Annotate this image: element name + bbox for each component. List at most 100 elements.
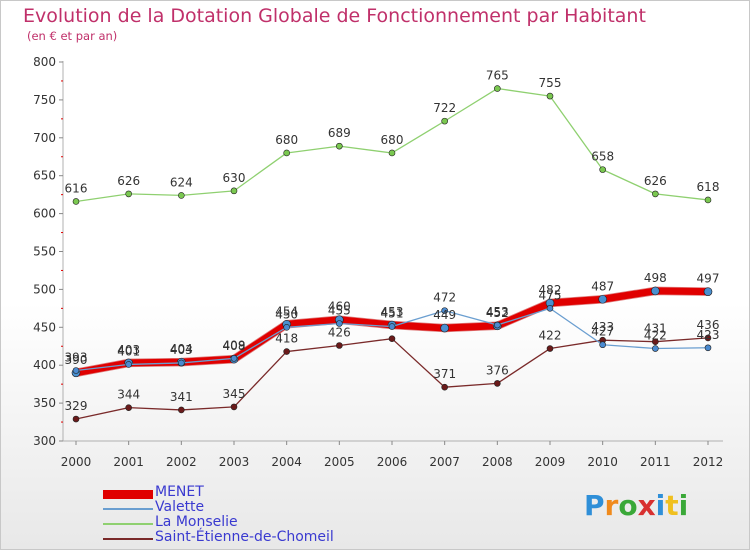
data-label: 658 bbox=[591, 150, 614, 164]
data-point bbox=[283, 323, 290, 331]
x-tick-label: 2008 bbox=[482, 455, 513, 469]
legend-item: MENET bbox=[103, 484, 363, 502]
data-label: 404 bbox=[170, 342, 193, 356]
proxiti-logo: Proxiti bbox=[584, 489, 688, 522]
data-point bbox=[652, 345, 659, 352]
logo-letter: x bbox=[637, 489, 656, 522]
data-label: 472 bbox=[433, 291, 456, 305]
data-label: 376 bbox=[486, 363, 509, 377]
legend-item: La Monselie bbox=[103, 514, 363, 532]
data-point bbox=[441, 117, 448, 125]
logo-letter: P bbox=[584, 489, 605, 522]
legend-swatch bbox=[103, 508, 153, 510]
chart-subtitle: (en € et par an) bbox=[27, 29, 118, 43]
data-point bbox=[336, 142, 343, 150]
data-point bbox=[704, 344, 712, 352]
x-tick-label: 2012 bbox=[693, 455, 724, 469]
data-label: 626 bbox=[644, 174, 667, 188]
data-label: 436 bbox=[697, 318, 720, 332]
data-label: 408 bbox=[223, 339, 246, 353]
data-label: 487 bbox=[591, 279, 614, 293]
data-point bbox=[652, 338, 659, 346]
data-label: 680 bbox=[275, 133, 298, 147]
data-label: 341 bbox=[170, 390, 193, 404]
x-tick-label: 2010 bbox=[587, 455, 618, 469]
data-label: 624 bbox=[170, 175, 193, 189]
y-tick-label: 750 bbox=[33, 93, 56, 107]
data-point bbox=[652, 190, 659, 198]
data-point bbox=[72, 415, 80, 423]
data-label: 393 bbox=[65, 351, 88, 365]
data-label: 618 bbox=[697, 180, 720, 194]
data-label: 390 bbox=[65, 353, 88, 367]
data-label: 630 bbox=[223, 171, 246, 185]
x-tick-label: 2006 bbox=[377, 455, 408, 469]
data-point bbox=[388, 149, 396, 157]
data-label: 451 bbox=[381, 307, 404, 321]
data-point bbox=[336, 320, 343, 327]
logo-letter: i bbox=[678, 489, 689, 522]
x-tick-label: 2007 bbox=[429, 455, 460, 469]
data-point bbox=[283, 348, 290, 355]
data-point bbox=[651, 286, 660, 296]
data-point bbox=[388, 323, 396, 330]
logo-letter: r bbox=[604, 489, 619, 522]
data-label: 329 bbox=[65, 399, 88, 413]
data-label: 475 bbox=[539, 288, 562, 302]
data-label: 454 bbox=[275, 304, 298, 318]
line-chart: 300 350 400 450 500 550 600 650 700 750 800 2000 200… bbox=[33, 55, 724, 469]
data-label: 482 bbox=[539, 283, 562, 297]
data-label: 453 bbox=[381, 305, 404, 319]
y-tick-label: 600 bbox=[33, 207, 56, 221]
data-label: 453 bbox=[486, 305, 509, 319]
data-point bbox=[494, 380, 501, 387]
x-tick-label: 2000 bbox=[61, 455, 92, 469]
data-point bbox=[546, 92, 554, 100]
y-tick-label: 650 bbox=[33, 169, 56, 183]
data-label: 423 bbox=[697, 328, 720, 342]
legend-label: MENET bbox=[155, 484, 204, 500]
x-tick-label: 2005 bbox=[324, 455, 355, 469]
data-point bbox=[125, 404, 132, 411]
y-tick-label: 700 bbox=[33, 131, 56, 145]
data-point bbox=[441, 383, 448, 391]
data-point bbox=[72, 198, 80, 205]
logo-letter: i bbox=[655, 489, 666, 522]
y-tick-label: 350 bbox=[33, 396, 56, 410]
data-point bbox=[230, 187, 238, 195]
data-point bbox=[598, 294, 607, 304]
data-label: 455 bbox=[328, 304, 351, 318]
data-label: 765 bbox=[486, 69, 509, 83]
x-tick-label: 2009 bbox=[535, 455, 566, 469]
x-tick-label: 2002 bbox=[166, 455, 197, 469]
data-label: 680 bbox=[381, 133, 404, 147]
data-point bbox=[72, 367, 80, 374]
logo-letter: t bbox=[665, 489, 679, 522]
data-label: 433 bbox=[591, 320, 614, 334]
x-tick-label: 2011 bbox=[640, 455, 671, 469]
data-point bbox=[440, 323, 449, 333]
data-point bbox=[388, 335, 396, 342]
data-point bbox=[494, 321, 501, 329]
data-label: 449 bbox=[433, 308, 456, 322]
legend-item: Saint-Étienne-de-Chomeil bbox=[103, 529, 363, 547]
data-point bbox=[125, 361, 132, 368]
legend-label: Saint-Étienne-de-Chomeil bbox=[155, 529, 334, 545]
data-point bbox=[704, 196, 712, 204]
legend-swatch bbox=[103, 523, 153, 525]
data-label: 450 bbox=[275, 307, 298, 321]
data-label: 345 bbox=[223, 387, 246, 401]
x-tick-label: 2001 bbox=[113, 455, 144, 469]
legend-item: Valette bbox=[103, 499, 363, 517]
data-label: 409 bbox=[223, 338, 246, 352]
legend-swatch bbox=[103, 489, 153, 499]
data-point bbox=[178, 359, 185, 367]
chart-title: Evolution de la Dotation Globale de Fonc… bbox=[23, 5, 646, 27]
data-point bbox=[230, 403, 238, 411]
y-tick-label: 400 bbox=[33, 358, 56, 372]
data-point bbox=[703, 287, 713, 296]
logo-letter: o bbox=[618, 489, 638, 522]
data-point bbox=[125, 190, 132, 198]
data-label: 722 bbox=[433, 101, 456, 115]
